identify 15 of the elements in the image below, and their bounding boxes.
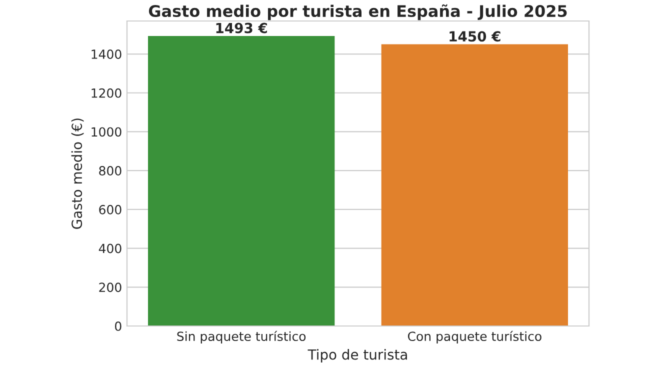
y-tick-label: 1400 [92, 49, 122, 59]
y-tick-label: 400 [98, 244, 122, 254]
data-label: 1450 € [450, 31, 500, 42]
x-tick-label: Con paquete turístico [408, 330, 542, 344]
data-label: 1493 € [216, 22, 267, 34]
x-axis-title: Tipo de turista [308, 349, 407, 362]
y-tick-label: 800 [99, 166, 122, 176]
y-tick-label: 600 [99, 204, 122, 214]
y-axis-title: Gasto medio (€) [71, 118, 84, 229]
x-tick-label: Sin paquete turístico [177, 330, 306, 344]
y-tick-label: 1000 [92, 127, 122, 137]
y-tick-label: 0 [115, 321, 122, 331]
y-tick-label: 200 [99, 282, 122, 292]
y-tick-label: 1200 [92, 88, 122, 98]
chart-title: Gasto medio por turista en España - Julio 2025 [148, 4, 567, 20]
